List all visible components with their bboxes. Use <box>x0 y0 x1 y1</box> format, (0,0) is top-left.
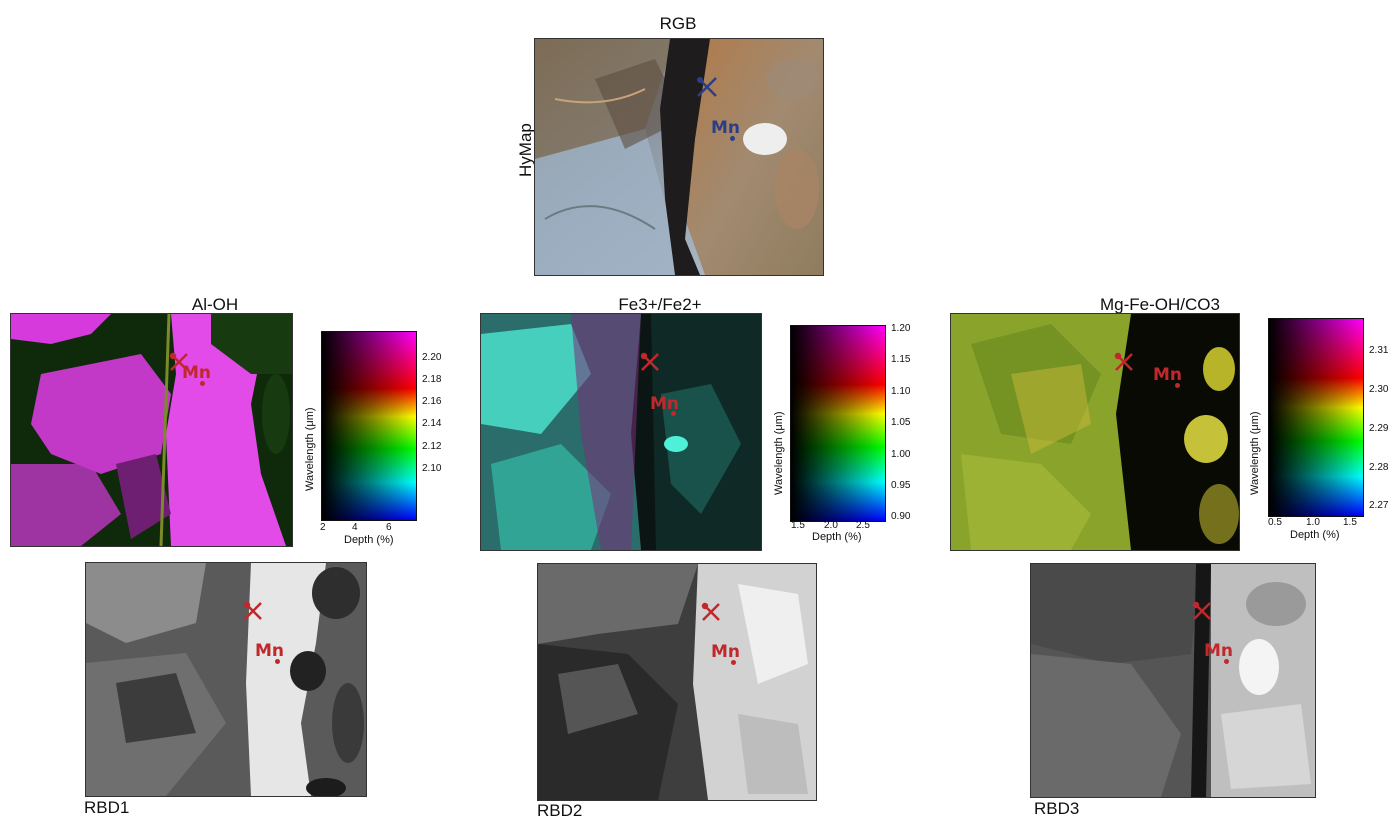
colorbar-ytick: 2.29 <box>1369 423 1389 434</box>
mine-icon <box>701 602 721 627</box>
colorbar-xtick: 6 <box>386 522 392 533</box>
colorbar-ytick: 2.10 <box>422 463 442 474</box>
mn-point <box>1175 383 1180 388</box>
al-oh-map <box>10 313 293 547</box>
colorbar-ytick: 2.20 <box>422 352 442 363</box>
colorbar-ytick: 1.20 <box>891 323 911 334</box>
mn-point <box>275 659 280 664</box>
fe-map <box>480 313 762 551</box>
colorbar-xtick: 4 <box>352 522 358 533</box>
rgb-title: RGB <box>659 14 697 33</box>
rbd1-image <box>85 562 367 797</box>
mn-label: Mn <box>1153 365 1183 385</box>
colorbar-xtick: 0.5 <box>1268 517 1282 528</box>
rbd3-image <box>1030 563 1316 798</box>
mn-label: Mn <box>255 641 285 661</box>
colorbar-ylabel: Wavelength (μm) <box>773 411 785 495</box>
hymap-row-label: HyMap <box>516 123 535 177</box>
mn-point <box>671 411 676 416</box>
colorbar-xlabel: Depth (%) <box>812 531 862 543</box>
colorbar-xtick: 1.5 <box>1343 517 1357 528</box>
colorbar-ytick: 2.28 <box>1369 462 1389 473</box>
colorbar-ylabel: Wavelength (μm) <box>1249 411 1261 495</box>
colorbar-ytick: 1.10 <box>891 386 911 397</box>
mine-icon <box>1114 352 1134 377</box>
colorbar-xlabel: Depth (%) <box>344 534 394 546</box>
colorbar-xtick: 2 <box>320 522 326 533</box>
rbd1-caption: RBD1 <box>84 798 130 817</box>
al-oh-colorbar <box>321 331 417 521</box>
colorbar-ytick: 2.16 <box>422 396 442 407</box>
rbd3-caption: RBD3 <box>1034 799 1080 818</box>
colorbar-xtick: 1.0 <box>1306 517 1320 528</box>
colorbar-ytick: 1.15 <box>891 354 911 365</box>
colorbar-ytick: 2.14 <box>422 418 442 429</box>
mn-label: Mn <box>711 118 741 138</box>
mine-icon <box>169 352 189 377</box>
al-oh-title: Al-OH <box>191 295 239 314</box>
colorbar-xtick: 1.5 <box>791 520 805 531</box>
mine-icon <box>1192 601 1212 626</box>
mn-point <box>1224 659 1229 664</box>
colorbar-ytick: 0.90 <box>891 511 911 522</box>
mn-point <box>200 381 205 386</box>
fe-colorbar <box>790 325 886 522</box>
mg-colorbar <box>1268 318 1364 517</box>
mg-title: Mg-Fe-OH/CO3 <box>1100 295 1220 314</box>
rbd2-caption: RBD2 <box>537 801 583 820</box>
rbd2-image <box>537 563 817 801</box>
mine-icon <box>696 76 718 103</box>
mn-label: Mn <box>182 363 212 383</box>
colorbar-xlabel: Depth (%) <box>1290 529 1340 541</box>
mn-label: Mn <box>650 394 680 414</box>
fe-title: Fe3+/Fe2+ <box>618 295 702 314</box>
colorbar-xtick: 2.0 <box>824 520 838 531</box>
mg-map <box>950 313 1240 551</box>
colorbar-ytick: 2.30 <box>1369 384 1389 395</box>
colorbar-xtick: 2.5 <box>856 520 870 531</box>
colorbar-ytick: 1.05 <box>891 417 911 428</box>
colorbar-ytick: 2.12 <box>422 441 442 452</box>
rgb-image <box>534 38 824 276</box>
mn-label: Mn <box>711 642 741 662</box>
mn-point <box>731 660 736 665</box>
colorbar-ytick: 0.95 <box>891 480 911 491</box>
colorbar-ytick: 2.18 <box>422 374 442 385</box>
mn-point <box>730 136 735 141</box>
mn-label: Mn <box>1204 641 1234 661</box>
mine-icon <box>640 352 660 377</box>
colorbar-ytick: 2.27 <box>1369 500 1389 511</box>
colorbar-ylabel: Wavelength (μm) <box>304 407 316 491</box>
mine-icon <box>243 601 263 626</box>
colorbar-ytick: 1.00 <box>891 449 911 460</box>
colorbar-ytick: 2.31 <box>1369 345 1389 356</box>
